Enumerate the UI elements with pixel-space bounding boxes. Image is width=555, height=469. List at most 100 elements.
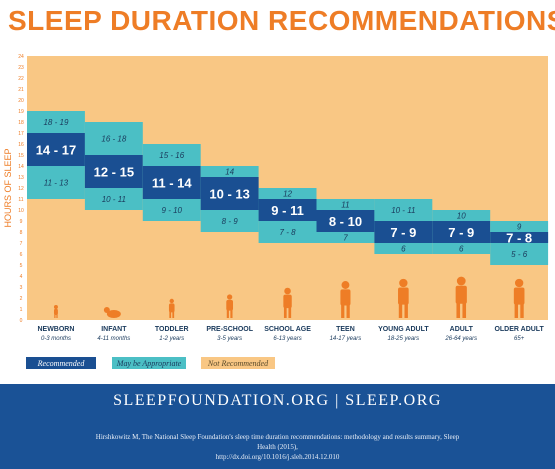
category-name: INFANT [101,326,127,333]
y-tick-label: 19 [18,109,24,115]
head-shape [103,307,110,313]
bars: 14 - 17 18 - 19 11 - 13 12 - 15 16 - 18 10 - … [27,111,549,265]
bar-group-teen: 8 - 10 11 7 [316,199,375,243]
legend-label-not-recommended: Not Recommended [207,358,269,368]
head-shape [53,305,58,309]
upper-appropriate-label: 14 [225,168,234,177]
category-age: 3-5 years [217,336,242,342]
citation-doi: http://dx.doi.org/10.1016/j.sleh.2014.12… [215,453,340,461]
bar-group-school-age: 9 - 11 12 7 - 8 [258,188,317,243]
y-tick-label: 6 [20,252,23,258]
lower-appropriate-label: 10 - 11 [102,195,126,204]
y-tick-label: 2 [20,296,23,302]
person-figure-icon [226,294,234,318]
leg-shape [346,302,350,318]
leg-shape [54,311,56,318]
leg-shape [462,300,467,318]
recommended-label: 10 - 13 [209,187,249,202]
upper-appropriate-label: 12 [283,190,292,199]
body-shape [106,310,121,318]
recommended-band [200,177,259,210]
head-shape [341,281,350,289]
category-age: 1-2 years [159,336,184,342]
upper-appropriate-label: 15 - 16 [159,151,184,160]
recommended-band [142,166,201,199]
page-title: SLEEP DURATION RECOMMENDATIONS [8,5,555,36]
person-figure-icon [398,278,409,318]
category-age: 65+ [514,336,525,342]
category-age: 6-13 years [273,336,301,342]
leg-shape [172,309,175,318]
y-tick-label: 5 [20,263,23,269]
legend-swatch-not-recommended: Not Recommended [201,357,275,369]
recommended-band [84,155,143,188]
footer-websites: SLEEPFOUNDATION.ORG | SLEEP.ORG [113,392,442,409]
torso-shape [340,289,351,306]
legend-item-appropriate: May be Appropriate [112,354,186,372]
y-tick-label: 15 [18,153,24,159]
age-figures [53,276,525,318]
person-figure-icon [283,287,292,318]
leg-shape [288,305,292,318]
head-shape [169,298,174,304]
category-labels: NEWBORN 0-3 months INFANT 4-11 months TODDLE… [37,326,544,342]
recommended-label: 14 - 17 [36,143,76,158]
recommended-label: 7 - 8 [506,231,532,246]
y-tick-label: 7 [20,241,23,247]
legend-label-appropriate: May be Appropriate [116,358,182,368]
upper-appropriate-label: 10 [457,212,466,221]
recommended-label: 9 - 11 [271,203,304,218]
lower-appropriate-label: 9 - 10 [162,206,183,215]
person-figure-icon [340,281,351,318]
legend-item-recommended: Recommended [26,354,96,372]
person-figure-icon [455,276,467,318]
legend: Recommended May be Appropriate Not Recom… [26,354,546,372]
torso-shape [398,287,409,305]
y-tick-label: 24 [18,54,24,60]
y-axis-label: HOURS OF SLEEP [3,148,13,227]
lower-appropriate-label: 5 - 6 [511,250,528,259]
y-tick-label: 14 [18,164,24,170]
y-tick-label: 0 [20,318,23,324]
y-tick-label: 18 [18,120,24,126]
upper-appropriate-label: 18 - 19 [43,118,68,127]
footer-citation: Hirshkowitz M, The National Sleep Founda… [90,432,465,462]
recommended-band [374,221,433,243]
torso-shape [283,294,292,309]
citation-text: Hirshkowitz M, The National Sleep Founda… [95,433,460,451]
upper-appropriate-label: 9 [517,223,522,232]
category-name: PRE-SCHOOL [206,326,253,333]
category-name: SCHOOL AGE [264,326,311,333]
legend-swatch-recommended: Recommended [26,357,96,369]
person-figure-icon [53,305,58,318]
head-shape [399,278,408,288]
y-tick-label: 8 [20,230,23,236]
category-age: 0-3 months [41,336,71,342]
leg-shape [230,307,233,318]
y-tick-label: 9 [20,219,23,225]
legend-label-recommended: Recommended [37,358,85,368]
y-tick-label: 1 [20,307,23,313]
lower-appropriate-label: 7 - 8 [280,228,297,237]
leg-shape [341,302,345,318]
torso-shape [513,287,525,305]
bar-group-adult: 7 - 9 10 6 [432,210,491,254]
category-name: OLDER ADULT [494,326,544,333]
leg-shape [456,300,461,318]
bar-group-older-adult: 7 - 89 5 - 6 [490,221,549,265]
y-tick-label: 3 [20,285,23,291]
y-tick-label: 16 [18,142,24,148]
legend-swatch-appropriate: May be Appropriate [112,357,186,369]
recommended-band [490,232,549,243]
y-tick-label: 22 [18,76,24,82]
person-figure-icon [513,278,525,318]
category-age: 4-11 months [97,336,130,342]
head-shape [456,276,466,286]
category-name: TODDLER [155,326,189,333]
head-shape [284,287,291,295]
y-tick-label: 4 [20,274,23,280]
bar-group-young-adult: 7 - 9 10 - 11 6 [374,199,433,254]
person-figure-icon [103,307,121,318]
leg-shape [398,301,403,318]
